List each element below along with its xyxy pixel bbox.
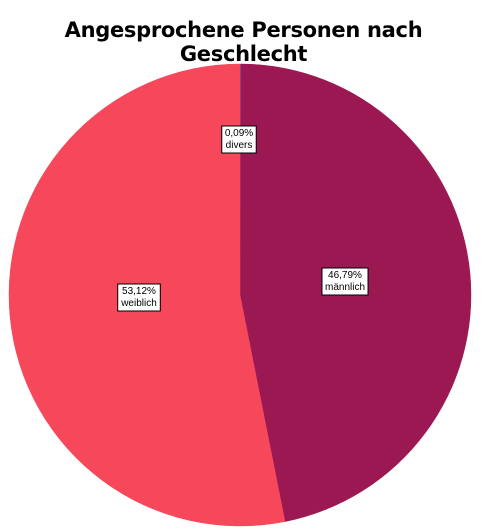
slice-value-label: 0,09% [225, 128, 253, 139]
slice-label-1: 46,79%männlich [321, 267, 369, 296]
chart-title: Angesprochene Personen nach Geschlecht [64, 18, 423, 66]
slice-value-label: 53,12% [122, 286, 156, 297]
slice-value-label: 46,79% [328, 270, 362, 281]
slice-label-0: 0,09%divers [221, 125, 257, 154]
slice-label-box [117, 283, 161, 312]
slice-category-label: weiblich [120, 298, 157, 309]
slice-label-box [321, 267, 369, 296]
pie-labels: 0,09%divers 46,79%männlich 53,12%weiblich [117, 125, 369, 312]
slice-category-label: männlich [325, 282, 365, 293]
slice-label-2: 53,12%weiblich [117, 283, 161, 312]
slice-label-box [221, 125, 257, 154]
slice-category-label: divers [226, 140, 253, 151]
